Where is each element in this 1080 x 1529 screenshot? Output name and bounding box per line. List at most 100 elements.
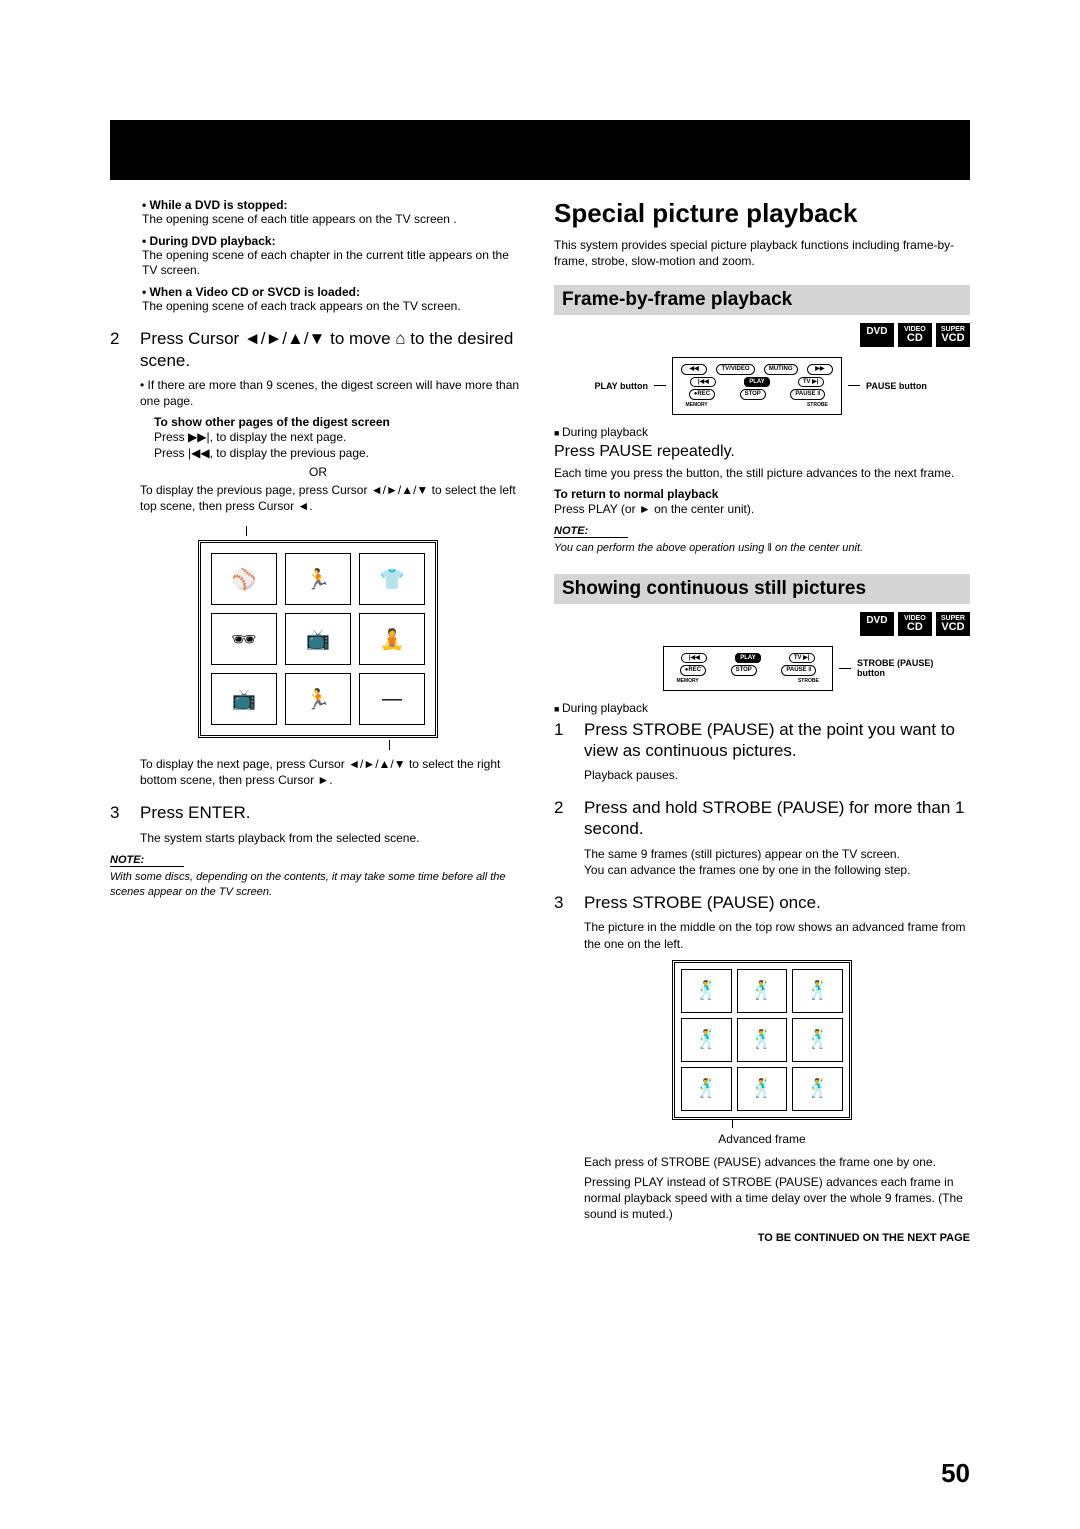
strobe-cell: 🕺 <box>792 1018 843 1062</box>
remote-button: TV/VIDEO <box>716 364 754 374</box>
strobe-step-2-body2: You can advance the frames one by one in… <box>584 862 970 878</box>
note-body: With some discs, depending on the conten… <box>110 870 526 900</box>
intro-text: This system provides special picture pla… <box>554 237 970 269</box>
step-2-text: Press Cursor ◄/►/▲/▼ to move ⌂ to the de… <box>140 328 522 371</box>
remote-button: PLAY <box>744 377 770 387</box>
press-pause-body: Each time you press the button, the stil… <box>554 465 970 481</box>
strobe-after-2: Pressing PLAY instead of STROBE (PAUSE) … <box>584 1174 970 1223</box>
strobe-cell: 🕺 <box>792 1067 843 1111</box>
bullet-body: The opening scene of each chapter in the… <box>142 248 526 279</box>
compat-badge: SUPERVCD <box>936 612 970 636</box>
strobe-step-2-text: Press and hold STROBE (PAUSE) for more t… <box>584 797 966 840</box>
remote-button: TV ▶| <box>789 653 815 663</box>
strobe-after-1: Each press of STROBE (PAUSE) advances th… <box>584 1154 970 1170</box>
compat-badge: VIDEOCD <box>898 323 932 347</box>
strobe-cell: 🕺 <box>737 1018 788 1062</box>
strobe-cell: 🕺 <box>792 969 843 1013</box>
strobe-step-1: 1Press STROBE (PAUSE) at the point you w… <box>554 719 970 762</box>
remote-button: STOP <box>731 665 757 675</box>
strobe-cell: 🕺 <box>681 1018 732 1062</box>
strobe-cell: 🕺 <box>737 969 788 1013</box>
show-next-page: Press ▶▶|, to display the next page. <box>154 429 526 445</box>
compat-badges-1: DVDVIDEOCDSUPERVCD <box>554 323 970 347</box>
digest-cell: 🏃 <box>285 553 351 605</box>
digest-cell: ⚾ <box>211 553 277 605</box>
during-playback-2: During playback <box>554 701 970 715</box>
bullet-heading: • While a DVD is stopped: <box>142 198 526 212</box>
next-page-cursor-text: To display the next page, press Cursor ◄… <box>140 756 526 788</box>
right-column: Special picture playback This system pro… <box>554 198 970 1244</box>
section-continuous-still: Showing continuous still pictures <box>554 574 970 604</box>
strobe-step-2-num: 2 <box>554 797 584 818</box>
page-number: 50 <box>941 1458 970 1489</box>
remote-button: ●REC <box>680 665 706 675</box>
compat-badge: DVD <box>860 323 894 347</box>
digest-cell: 📺 <box>285 613 351 665</box>
remote-button: MUTING <box>764 364 798 374</box>
remote-button: |◀◀ <box>681 653 707 663</box>
compat-badge: VIDEOCD <box>898 612 932 636</box>
remote-button: PLAY <box>735 653 761 663</box>
digest-cell: 🧘 <box>359 613 425 665</box>
bullet-heading: • During DVD playback: <box>142 234 526 248</box>
strobe-step-3: 3Press STROBE (PAUSE) once. <box>554 892 970 913</box>
digest-cell: 🕶 <box>211 613 277 665</box>
compat-badge: DVD <box>860 612 894 636</box>
note-body-2: You can perform the above operation usin… <box>554 541 970 556</box>
digest-cell: 👕 <box>359 553 425 605</box>
step-3-body: The system starts playback from the sele… <box>140 830 526 846</box>
return-normal-body: Press PLAY (or ► on the center unit). <box>554 501 970 517</box>
left-column: • While a DVD is stopped:The opening sce… <box>110 198 526 1244</box>
strobe-step-1-body: Playback pauses. <box>584 767 970 783</box>
show-other-pages-heading: To show other pages of the digest screen <box>154 415 526 429</box>
step-3-text: Press ENTER. <box>140 803 251 822</box>
continued-next-page: TO BE CONTINUED ON THE NEXT PAGE <box>554 1232 970 1244</box>
dvd-state-bullets: • While a DVD is stopped:The opening sce… <box>110 198 526 314</box>
remote-button: STOP <box>740 389 766 399</box>
remote-figure-2: |◀◀PLAYTV ▶|●RECSTOPPAUSE ‖MEMORYSTROBE … <box>554 646 970 691</box>
remote-button: PAUSE ‖ <box>781 665 816 675</box>
header-black-bar <box>110 120 970 180</box>
prev-page-cursor-text: To display the previous page, press Curs… <box>140 482 526 514</box>
bullet-body: The opening scene of each title appears … <box>142 212 526 228</box>
strobe-caption: Advanced frame <box>672 1132 852 1146</box>
pause-button-label: PAUSE button <box>866 381 951 391</box>
strobe-step-3-num: 3 <box>554 892 584 913</box>
digest-cell: — <box>359 673 425 725</box>
manual-page: • While a DVD is stopped:The opening sce… <box>0 0 1080 1284</box>
strobe-cell: 🕺 <box>737 1067 788 1111</box>
during-playback-1: During playback <box>554 425 970 439</box>
compat-badge: SUPERVCD <box>936 323 970 347</box>
step-2: 2Press Cursor ◄/►/▲/▼ to move ⌂ to the d… <box>110 328 526 371</box>
strobe-cell: 🕺 <box>681 969 732 1013</box>
remote-figure-1: PLAY button ◀◀TV/VIDEOMUTING▶▶|◀◀PLAYTV … <box>554 357 970 414</box>
digest-cell: 📺 <box>211 673 277 725</box>
return-normal-heading: To return to normal playback <box>554 487 970 501</box>
strobe-step-2-body1: The same 9 frames (still pictures) appea… <box>584 846 970 862</box>
press-pause-instruction: Press PAUSE repeatedly. <box>554 443 970 461</box>
strobe-grid-figure: 🕺🕺🕺🕺🕺🕺🕺🕺🕺 Advanced frame <box>672 960 852 1146</box>
remote-button: TV ▶| <box>798 377 824 387</box>
strobe-step-3-text: Press STROBE (PAUSE) once. <box>584 893 821 912</box>
play-button-label: PLAY button <box>573 381 648 391</box>
step-3-num: 3 <box>110 802 140 823</box>
remote-button: |◀◀ <box>690 377 716 387</box>
remote-button: ●REC <box>689 389 715 399</box>
note-label: NOTE: <box>110 854 184 867</box>
remote-button: ▶▶ <box>807 364 833 374</box>
step-2-num: 2 <box>110 328 140 349</box>
or-separator: OR <box>110 465 526 479</box>
note-label-2: NOTE: <box>554 525 628 538</box>
show-prev-page: Press |◀◀, to display the previous page. <box>154 445 526 461</box>
strobe-button-label: STROBE (PAUSE) button <box>857 658 942 678</box>
section-frame-by-frame: Frame-by-frame playback <box>554 285 970 315</box>
strobe-step-2: 2Press and hold STROBE (PAUSE) for more … <box>554 797 970 840</box>
digest-cell: 🏃 <box>285 673 351 725</box>
strobe-cell: 🕺 <box>681 1067 732 1111</box>
step-2-note: If there are more than 9 scenes, the dig… <box>140 377 526 409</box>
heading-special-picture: Special picture playback <box>554 198 970 229</box>
digest-screen-figure: ⚾🏃👕🕶📺🧘📺🏃— <box>198 526 438 750</box>
remote-button: PAUSE ‖ <box>790 389 825 399</box>
bullet-body: The opening scene of each track appears … <box>142 299 526 315</box>
strobe-step-1-num: 1 <box>554 719 584 740</box>
